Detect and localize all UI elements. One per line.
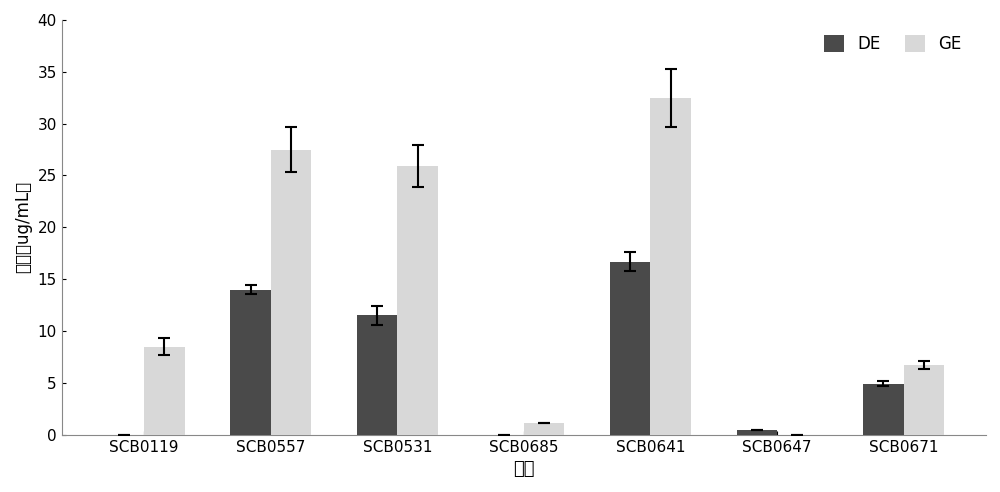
Bar xyxy=(904,365,944,435)
Bar xyxy=(397,166,438,435)
Legend: DE, GE: DE, GE xyxy=(817,28,969,60)
Bar xyxy=(524,423,564,435)
Bar xyxy=(230,289,271,435)
Y-axis label: 含量（ug/mL）: 含量（ug/mL） xyxy=(14,181,32,274)
Bar xyxy=(650,98,691,435)
Bar xyxy=(357,315,397,435)
Bar xyxy=(863,384,904,435)
Bar xyxy=(737,430,777,435)
Bar xyxy=(144,346,185,435)
Bar xyxy=(610,262,650,435)
Bar xyxy=(271,150,311,435)
X-axis label: 菌株: 菌株 xyxy=(513,460,535,478)
